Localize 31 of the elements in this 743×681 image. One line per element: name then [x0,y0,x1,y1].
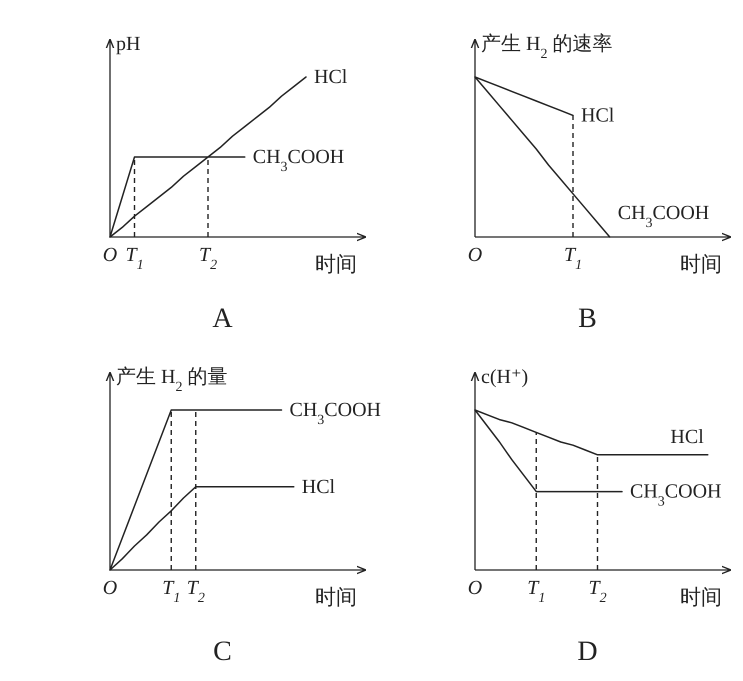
y-axis-title: 产生 H$_{2}$ 的量 [116,366,228,394]
text: C [213,636,232,667]
x-tick-label: T$_{1}$ [527,577,546,606]
text: A [212,303,234,334]
x-tick-label: O [468,244,482,266]
x-axis-title: 时间 [680,252,722,276]
x-tick-label: T$_{2}$ [198,244,218,272]
series-label: CH$_{3}$COOH [618,202,710,230]
x-tick-label: T$_{1}$ [162,577,180,606]
series-label: HCl [314,66,348,88]
x-tick-label: T$_{2}$ [186,577,205,606]
y-axis-title: c(H⁺) [481,366,528,388]
x-tick-label: T$_{2}$ [588,577,607,606]
x-tick-label: O [468,577,482,599]
x-tick-label: T$_{1}$ [125,244,144,272]
series-label: HCl [670,426,704,448]
x-tick-label: O [102,244,118,266]
x-axis-title: 时间 [315,585,357,609]
x-axis-title: 时间 [680,585,722,609]
series-label: CH$_{3}$COOH [290,399,381,428]
text: B [578,303,597,334]
series-label: HCl [302,476,336,498]
y-axis-title: pH [116,33,140,55]
series-label: CH$_{3}$COOH [630,480,722,510]
series-label: HCl [581,104,615,126]
x-tick-label: T$_{1}$ [564,244,582,272]
x-axis-title: 时间 [315,252,357,276]
series-label: CH$_{3}$COOH [252,146,344,174]
text: D [577,636,598,667]
x-tick-label: O [102,577,118,599]
y-axis-title: 产生 H$_{2}$ 的速率 [481,33,612,62]
